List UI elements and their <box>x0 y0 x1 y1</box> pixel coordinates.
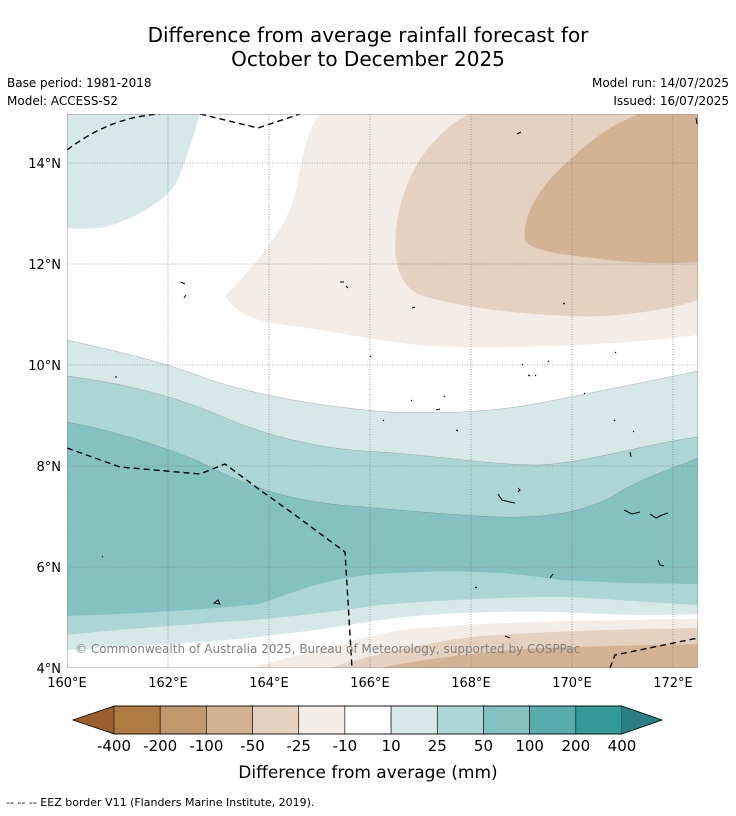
lon-label-166e: 166°E <box>350 676 390 691</box>
colorbar-segment <box>483 705 530 735</box>
colorbar-tick-label: -50 <box>240 737 265 755</box>
map-title-line-2: October to December 2025 <box>231 47 505 71</box>
lat-label-4n: 4°N <box>37 662 62 677</box>
colorbar-segment <box>436 705 484 735</box>
colorbar: -400 -200 -100 -50 -25 -10 10 25 50 100 200 400 <box>71 705 664 755</box>
colorbar-tick-label: -200 <box>143 737 177 755</box>
colorbar-segment <box>252 705 300 735</box>
colorbar-tick-label: -10 <box>333 737 358 755</box>
lat-label-8n: 8°N <box>37 460 62 475</box>
model-name: Model: ACCESS-S2 <box>7 94 119 108</box>
lat-label-6n: 6°N <box>37 561 62 576</box>
eez-legend-note: -- -- -- EEZ border V11 (Flanders Marine… <box>6 796 315 809</box>
colorbar-tick-label: 100 <box>515 737 544 755</box>
colorbar-segment <box>159 705 207 735</box>
lon-label-168e: 168°E <box>451 676 491 691</box>
colorbar-segment <box>529 705 577 735</box>
issued-date: Issued: 16/07/2025 <box>613 94 729 108</box>
lat-label-10n: 10°N <box>28 359 61 374</box>
colorbar-extend-right <box>622 706 662 734</box>
colorbar-tick-label: -25 <box>286 737 311 755</box>
colorbar-tick-label: -100 <box>189 737 223 755</box>
map-panel <box>67 114 698 668</box>
model-run-date: Model run: 14/07/2025 <box>591 76 729 90</box>
colorbar-segment <box>113 705 161 735</box>
contour-plus-50 <box>67 422 698 616</box>
lon-label-164e: 164°E <box>249 676 289 691</box>
contour-minus-50 <box>524 114 698 264</box>
contour-plus-10-northwest <box>67 114 200 229</box>
map-gridlines <box>67 114 698 668</box>
map-title-line-1: Difference from average rainfall forecas… <box>147 23 589 47</box>
colorbar-segment <box>575 705 623 735</box>
colorbar-tick-label: 10 <box>382 737 401 755</box>
lat-label-14n: 14°N <box>28 157 61 172</box>
lon-label-172e: 172°E <box>653 676 693 691</box>
lat-label-12n: 12°N <box>28 258 61 273</box>
contour-minus-50-south <box>380 644 698 668</box>
island-outlines <box>101 117 698 639</box>
colorbar-tick-label: 50 <box>474 737 493 755</box>
lon-label-170e: 170°E <box>552 676 592 691</box>
colorbar-title: Difference from average (mm) <box>238 763 497 783</box>
colorbar-segment <box>298 705 346 735</box>
colorbar-segment <box>390 705 438 735</box>
base-period: Base period: 1981-2018 <box>7 76 152 90</box>
lon-label-160e: 160°E <box>47 676 87 691</box>
colorbar-segment <box>344 705 392 735</box>
lon-label-162e: 162°E <box>148 676 188 691</box>
colorbar-tick-label: -400 <box>97 737 131 755</box>
colorbar-tick-label: 400 <box>608 737 637 755</box>
eez-border-lines <box>67 114 698 668</box>
colorbar-extend-left <box>73 706 114 734</box>
colorbar-segment <box>206 705 253 735</box>
colorbar-tick-label: 200 <box>561 737 590 755</box>
colorbar-tick-label: 25 <box>428 737 447 755</box>
copyright-notice: © Commonwealth of Australia 2025, Bureau… <box>75 642 580 656</box>
